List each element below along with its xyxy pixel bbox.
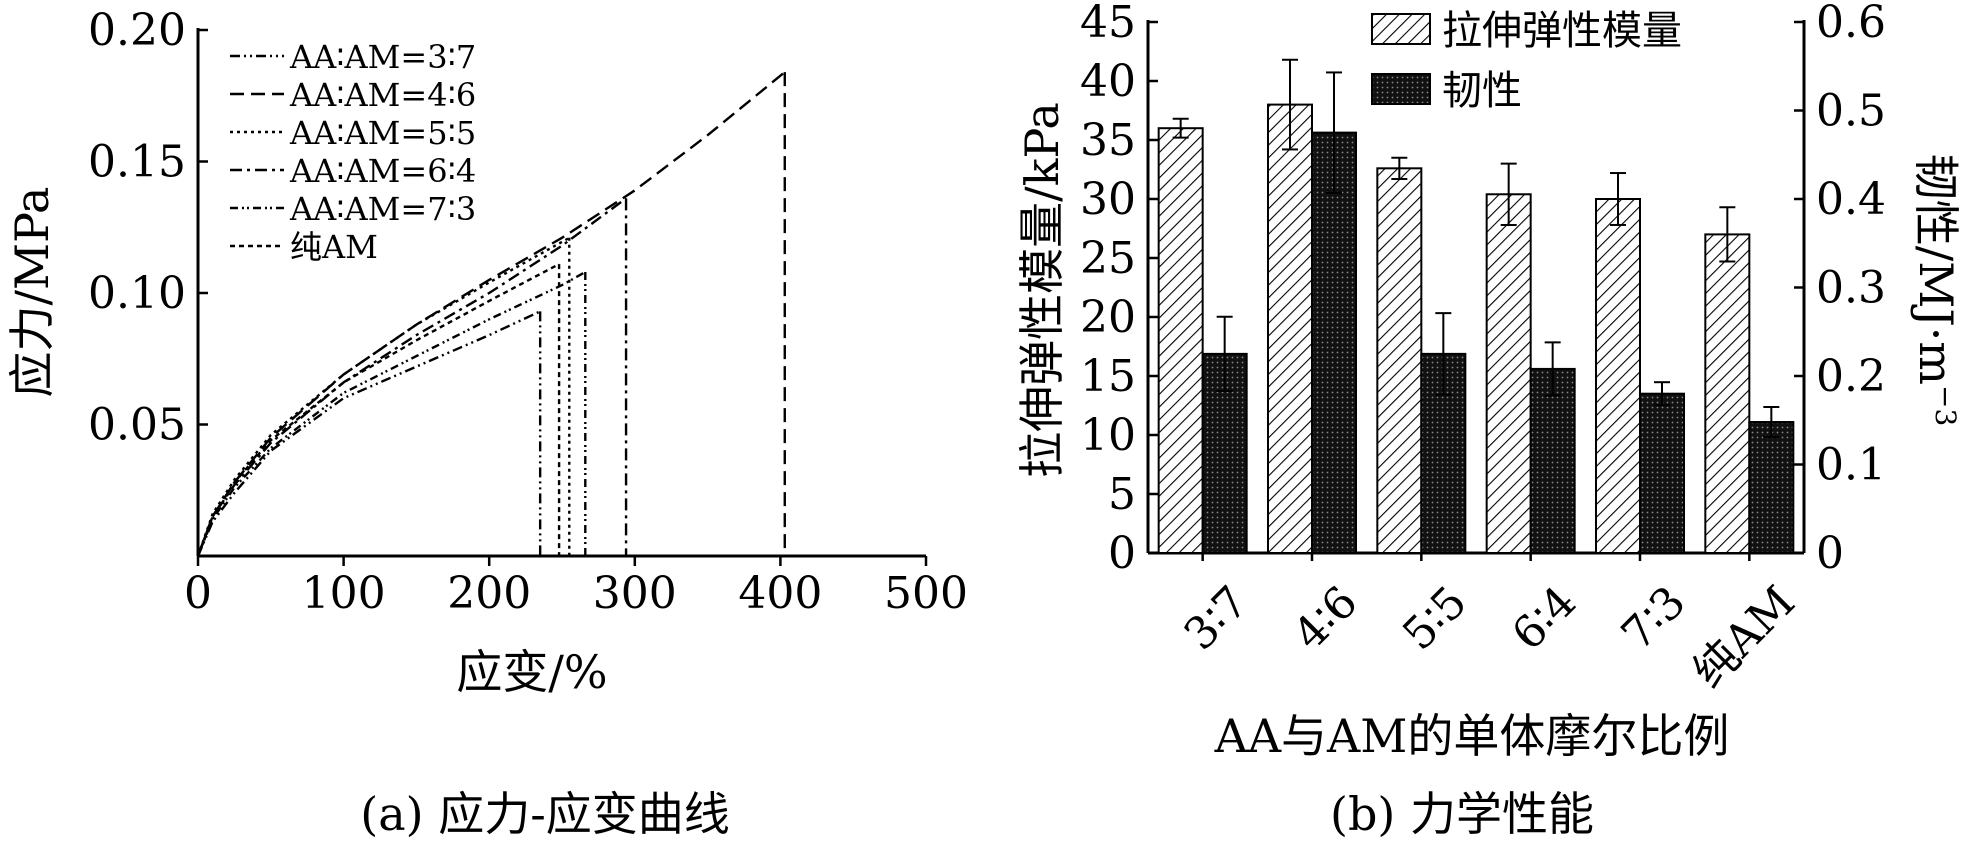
b-y-right-tick-label: 0 bbox=[1816, 528, 1844, 579]
b-x-tick-label: 3∶7 bbox=[1174, 576, 1258, 660]
b-caption: (b) 力学性能 bbox=[1330, 787, 1594, 841]
a-x-tick-label: 500 bbox=[884, 568, 968, 619]
b-y-left-tick-label: 30 bbox=[1080, 174, 1136, 225]
b-bar-modulus bbox=[1704, 233, 1751, 554]
a-legend-label: 纯AM bbox=[290, 228, 378, 266]
a-x-tick-label: 100 bbox=[302, 568, 386, 619]
b-bar-toughness bbox=[1311, 131, 1357, 554]
a-x-tick-label: 300 bbox=[593, 568, 677, 619]
b-y-left-tick-label: 25 bbox=[1080, 233, 1136, 284]
b-y-right-tick-label: 0.4 bbox=[1816, 174, 1886, 225]
b-y-right-tick-label: 0.2 bbox=[1816, 351, 1886, 402]
b-bar-toughness bbox=[1748, 421, 1795, 554]
a-series-line bbox=[196, 236, 570, 557]
b-y-left-tick-label: 5 bbox=[1108, 469, 1136, 520]
b-y-left-tick-label: 15 bbox=[1080, 351, 1136, 402]
a-series-line bbox=[196, 71, 786, 557]
b-y-left-tick-label: 0 bbox=[1108, 528, 1136, 579]
a-legend: AA∶AM=3∶7AA∶AM=4∶6AA∶AM=5∶5AA∶AM=6∶4AA∶A… bbox=[230, 38, 476, 266]
a-y-axis-label: 应力/MPa bbox=[5, 187, 59, 398]
a-legend-label: AA∶AM=4∶6 bbox=[289, 76, 476, 114]
b-bar-modulus bbox=[1267, 103, 1313, 554]
a-series-line bbox=[196, 263, 560, 557]
panel-a: 0 100 200 300 400 500 0.05 0.10 0.15 0.20 AA∶AM=… bbox=[5, 5, 968, 841]
a-caption: (a) 应力-应变曲线 bbox=[360, 787, 729, 841]
a-x-axis-label: 应变/% bbox=[456, 645, 607, 699]
a-series-line bbox=[196, 310, 541, 557]
b-y-left-tick-label: 10 bbox=[1080, 410, 1136, 461]
a-curves bbox=[196, 71, 786, 557]
a-series-line bbox=[196, 197, 627, 557]
a-legend-label: AA∶AM=5∶5 bbox=[289, 114, 476, 152]
a-y-tick-label: 0.10 bbox=[88, 268, 186, 319]
b-y-right-tick-label: 0.5 bbox=[1816, 86, 1886, 137]
b-y-right-tick-label: 0.3 bbox=[1816, 263, 1886, 314]
b-y-right-tick-label: 0.1 bbox=[1816, 440, 1886, 491]
a-x-ticks: 0 100 200 300 400 500 bbox=[184, 556, 968, 619]
a-x-tick-label: 0 bbox=[184, 568, 212, 619]
a-x-tick-label: 200 bbox=[447, 568, 531, 619]
a-legend-label: AA∶AM=6∶4 bbox=[289, 152, 476, 190]
b-bar-toughness bbox=[1639, 392, 1685, 555]
b-x-tick-label: 6∶4 bbox=[1502, 576, 1586, 660]
b-x-tick-label: 4∶6 bbox=[1284, 576, 1368, 660]
b-bar-modulus bbox=[1485, 193, 1532, 554]
b-y-axis-left-label: 拉伸弹性模量/kPa bbox=[1015, 102, 1069, 478]
a-y-tick-label: 0.05 bbox=[88, 400, 186, 451]
a-x-tick-label: 400 bbox=[738, 568, 822, 619]
b-x-tick-label: 7∶3 bbox=[1612, 576, 1696, 660]
b-y-ticks-left: 0 5 10 15 20 25 30 35 40 45 bbox=[1080, 0, 1158, 579]
b-y-left-tick-label: 45 bbox=[1080, 0, 1136, 48]
b-x-axis-label: AA与AM的单体摩尔比例 bbox=[1214, 709, 1730, 763]
b-bar-modulus bbox=[1595, 198, 1641, 554]
a-y-ticks: 0.05 0.10 0.15 0.20 bbox=[88, 5, 208, 451]
b-y-axis-right-label: 韧性/MJ·m−3 bbox=[1909, 154, 1963, 427]
b-x-tick-label: 5∶5 bbox=[1393, 576, 1477, 660]
a-legend-label: AA∶AM=3∶7 bbox=[289, 38, 476, 76]
panel-b: 0 5 10 15 20 25 30 35 40 45 0 0.1 0.2 0.3 0.4 0.5 0.6 3… bbox=[1015, 0, 1963, 841]
a-legend-label: AA∶AM=7∶3 bbox=[289, 190, 476, 228]
b-legend-swatch bbox=[1371, 73, 1431, 105]
b-y-left-tick-label: 40 bbox=[1080, 56, 1136, 107]
b-y-right-tick-label: 0.6 bbox=[1816, 0, 1886, 48]
b-x-tick-label: 纯AM bbox=[1683, 576, 1805, 698]
a-y-tick-label: 0.20 bbox=[88, 5, 186, 56]
b-bar-toughness bbox=[1529, 367, 1576, 555]
b-legend-label: 拉伸弹性模量 bbox=[1442, 8, 1682, 54]
a-y-tick-label: 0.15 bbox=[88, 137, 186, 188]
a-series-line bbox=[196, 270, 586, 557]
b-bars bbox=[1157, 58, 1795, 555]
b-y-left-tick-label: 35 bbox=[1080, 115, 1136, 166]
b-y-ticks-right: 0 0.1 0.2 0.3 0.4 0.5 0.6 bbox=[1794, 0, 1886, 579]
b-y-left-tick-label: 20 bbox=[1080, 292, 1136, 343]
b-legend-swatch bbox=[1371, 13, 1431, 45]
b-bar-modulus bbox=[1376, 167, 1423, 554]
b-bar-modulus bbox=[1157, 127, 1204, 554]
b-legend-label: 韧性 bbox=[1442, 68, 1522, 114]
